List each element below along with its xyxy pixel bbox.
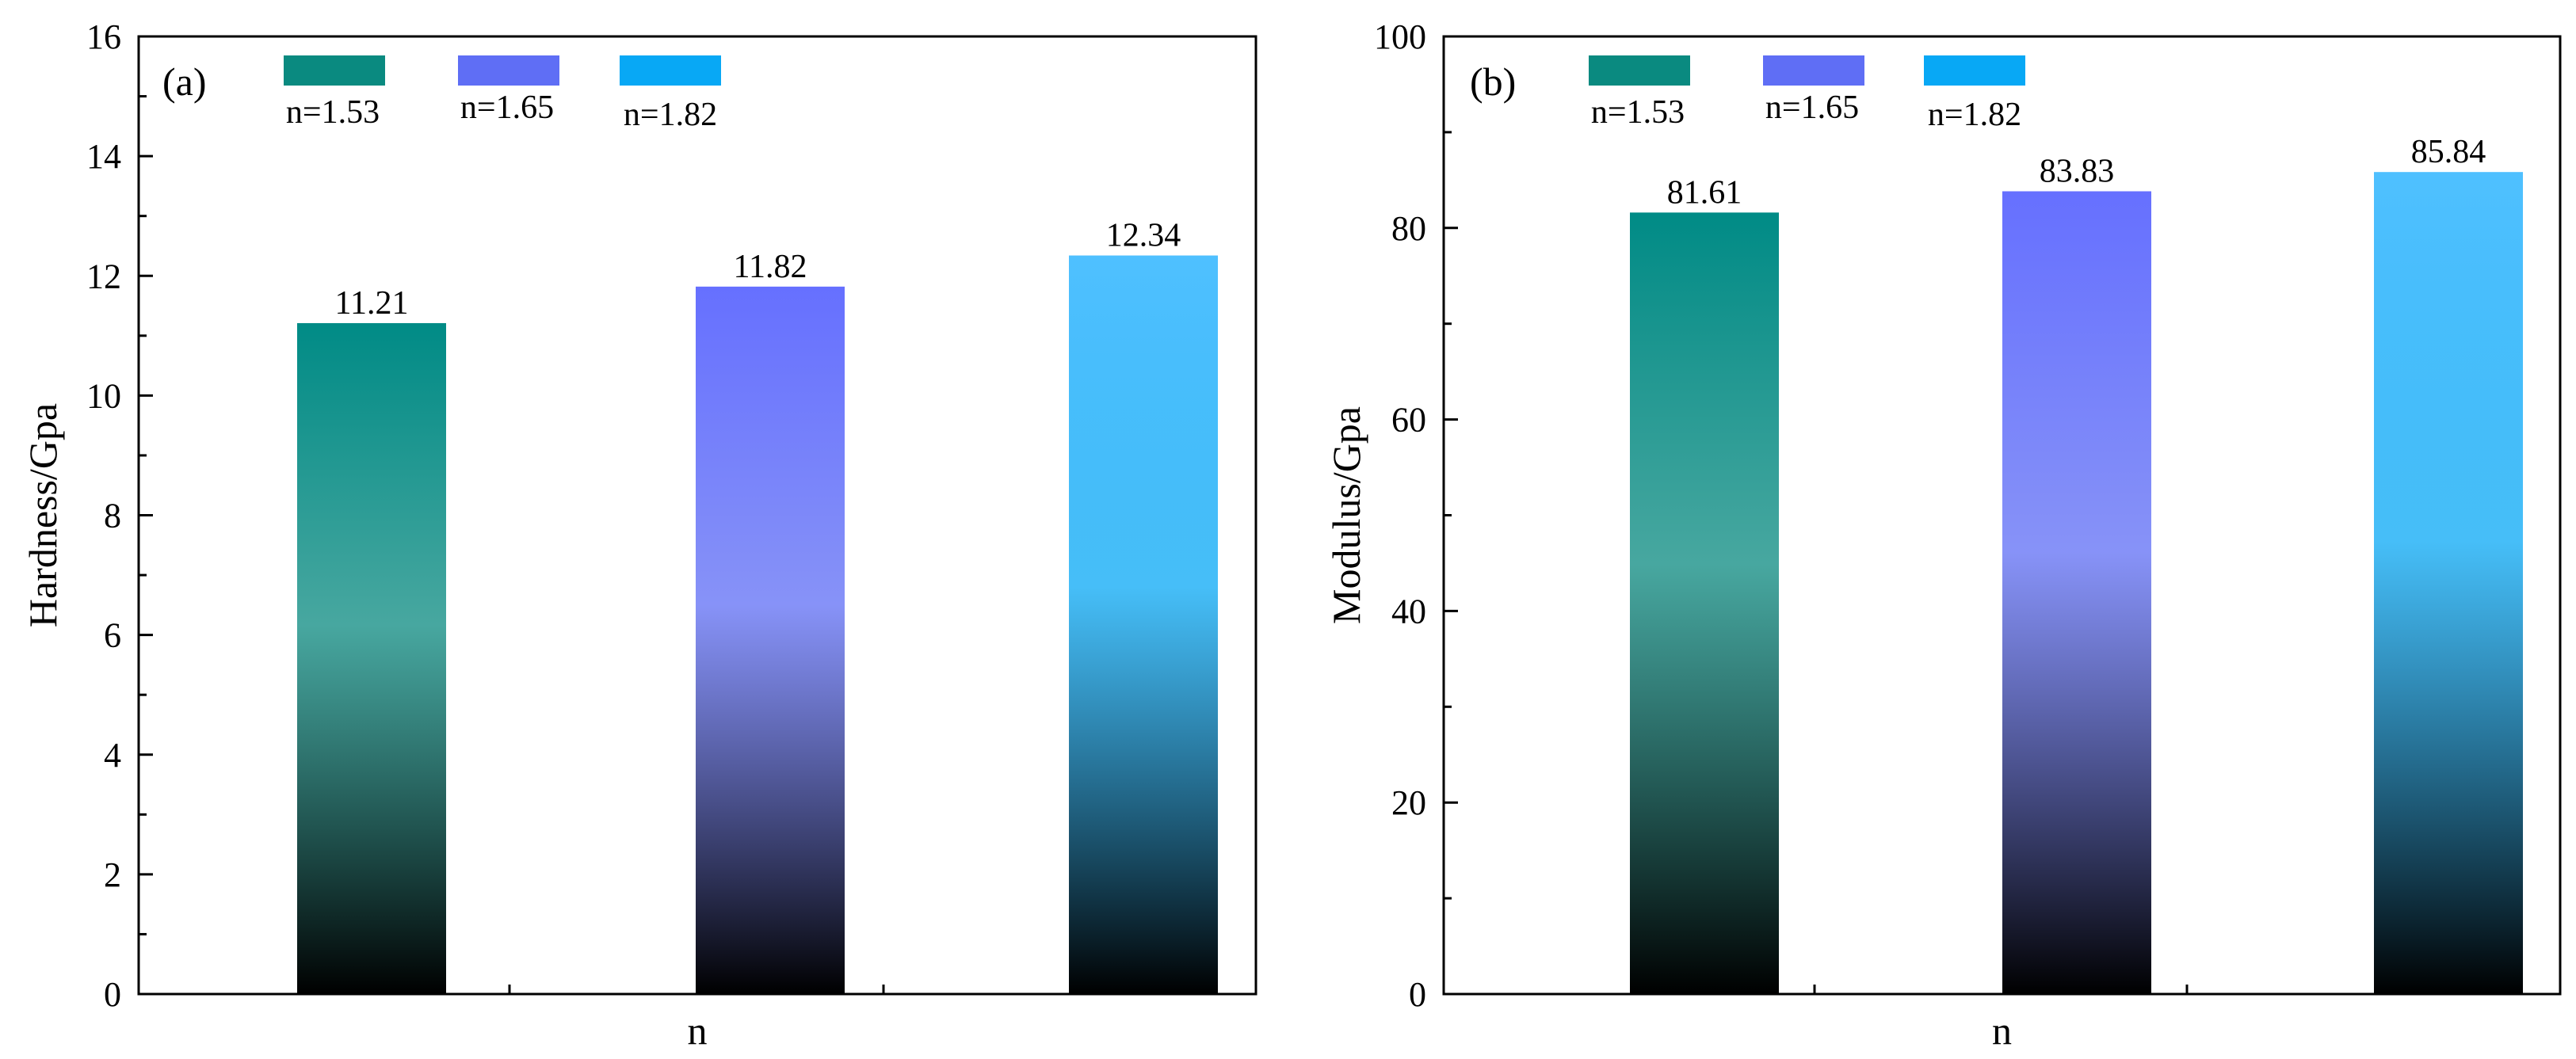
- legend-label: n=1.82: [624, 97, 717, 133]
- bar-value-label: 81.61: [1667, 174, 1742, 211]
- panel-tag: (a): [162, 59, 207, 104]
- bar-value-label: 11.21: [335, 285, 409, 322]
- bar-value-label: 11.82: [734, 249, 807, 285]
- y-tick-label: 6: [104, 616, 121, 655]
- legend-swatch: [1589, 55, 1690, 86]
- legend-label: n=1.53: [286, 94, 380, 131]
- y-tick-label: 12: [86, 257, 121, 295]
- y-tick-label: 16: [86, 17, 121, 56]
- y-tick-label: 14: [86, 137, 121, 176]
- y-tick-label: 100: [1374, 17, 1426, 56]
- x-axis-label: n: [688, 1008, 708, 1053]
- legend-swatch: [620, 55, 721, 86]
- x-axis-label: n: [1992, 1008, 2012, 1053]
- y-axis-label: Modulus/Gpa: [1324, 406, 1368, 624]
- bar-value-label: 12.34: [1106, 218, 1181, 254]
- legend-label: n=1.82: [1928, 97, 2021, 133]
- legend-label: n=1.65: [1765, 90, 1859, 126]
- legend-label: n=1.53: [1591, 94, 1685, 131]
- legend-label: n=1.65: [460, 90, 554, 126]
- bar-n=1.53: [1630, 212, 1779, 995]
- bar-n=1.53: [297, 322, 446, 995]
- y-tick-label: 80: [1391, 209, 1426, 248]
- legend-swatch: [1763, 55, 1864, 86]
- bar-value-label: 83.83: [2040, 153, 2115, 189]
- legend-swatch: [284, 55, 385, 86]
- y-tick-label: 0: [104, 975, 121, 1014]
- bar-value-label: 85.84: [2411, 134, 2486, 170]
- legend-swatch: [458, 55, 559, 86]
- y-tick-label: 4: [104, 736, 121, 775]
- y-tick-label: 60: [1391, 401, 1426, 440]
- panel-a-hardness: 0 2 4 6 8 10 12 14 16 Hardness/Gpa n (a) 11.21 n=1.53…: [21, 17, 1257, 1053]
- y-axis-label: Hardness/Gpa: [21, 403, 65, 627]
- bar-n=1.65: [696, 286, 845, 994]
- y-tick-label: 20: [1391, 783, 1426, 822]
- panel-tag: (b): [1470, 59, 1516, 104]
- y-tick-label: 8: [104, 497, 121, 535]
- bar-n=1.65: [2002, 191, 2151, 994]
- y-tick-label: 2: [104, 855, 121, 894]
- y-tick-label: 0: [1409, 975, 1426, 1014]
- bar-n=1.82: [2374, 172, 2523, 995]
- y-tick-label: 40: [1391, 592, 1426, 630]
- y-tick-label: 10: [86, 376, 121, 415]
- panel-b-modulus: 0 20 40 60 80 100 Modulus/Gpa n (b) 81.61 n=1.53 83…: [1324, 17, 2562, 1053]
- bar-n=1.82: [1069, 255, 1218, 995]
- legend-swatch: [1924, 55, 2025, 86]
